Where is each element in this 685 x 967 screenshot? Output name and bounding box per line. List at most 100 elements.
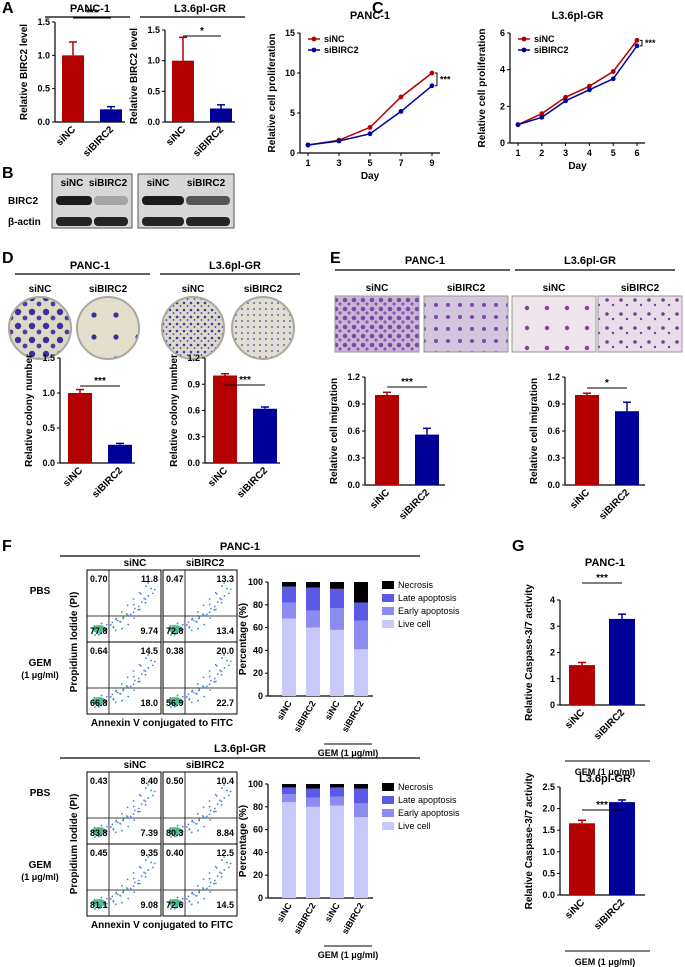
chart-title: L3.6pl-GR [209, 260, 261, 272]
bar [100, 109, 122, 122]
event-dot [229, 660, 232, 663]
data-point [398, 109, 404, 114]
panel-label-f: F [2, 538, 12, 555]
x-tick-label: siNC [563, 897, 587, 921]
event-dot [191, 617, 194, 620]
series-line [517, 45, 638, 126]
data-point [398, 94, 404, 100]
y-tick-label: 0.5 [42, 423, 55, 433]
significance-stars: * [200, 26, 204, 37]
event-dot [132, 800, 135, 802]
data-point [367, 125, 373, 130]
event-dot [196, 682, 199, 685]
event-dot [219, 597, 222, 600]
event-dot [213, 608, 216, 611]
event-dot [183, 822, 186, 825]
event-dot [127, 889, 130, 891]
stacked-segment [306, 610, 320, 628]
stacked-segment [354, 784, 368, 789]
event-dot [190, 903, 193, 906]
column-label: siBIRC2 [186, 760, 225, 771]
x-tick-label: siBIRC2 [340, 699, 366, 734]
x-axis-label: Day [361, 171, 380, 182]
event-dot [183, 692, 186, 695]
event-dot [132, 670, 135, 672]
bar [615, 411, 639, 485]
event-dot [105, 631, 108, 634]
event-dot [198, 616, 201, 619]
y-axis-label: Relative BIRC2 level [129, 28, 140, 124]
event-dot [220, 598, 223, 601]
event-dot [138, 663, 141, 666]
event-dot [126, 878, 129, 881]
event-dot [209, 891, 212, 893]
event-dot [147, 784, 149, 786]
y-axis-label: Relative BIRC2 level [19, 24, 30, 120]
chart-title: L3.6pl-GR [579, 773, 631, 785]
x-tick-label: siNC [323, 699, 342, 722]
bar [609, 618, 635, 705]
event-dot [209, 689, 212, 691]
event-dot [209, 819, 212, 821]
y-axis-label: Percentage (%) [238, 603, 249, 675]
quadrant-necrosis: 0.47 [166, 574, 184, 584]
event-dot [191, 819, 194, 822]
legend-label: Early apoptosis [398, 606, 460, 616]
event-dot [108, 903, 111, 905]
event-dot [145, 787, 147, 789]
y-tick-label: 5 [290, 108, 295, 118]
event-dot [94, 836, 96, 838]
y-axis-label: Relative Caspase-3/7 activity [524, 772, 535, 909]
y-tick-label: 1.0 [37, 50, 50, 60]
event-dot [209, 881, 212, 884]
event-dot [121, 901, 123, 904]
event-dot [145, 585, 147, 587]
event-dot [138, 865, 141, 868]
event-dot [105, 905, 108, 908]
event-dot [137, 677, 140, 680]
event-dot [94, 706, 96, 708]
event-dot [132, 877, 135, 880]
image-label: siBIRC2 [447, 283, 486, 294]
y-tick-label: 1.5 [542, 825, 555, 835]
y-tick-label: 0.6 [347, 426, 360, 436]
y-tick-label: 0.0 [147, 117, 160, 127]
event-dot [151, 794, 154, 797]
event-dot [132, 598, 135, 600]
event-dot [144, 872, 147, 875]
event-dot [216, 875, 219, 878]
event-dot [214, 793, 217, 796]
event-dot [94, 634, 96, 636]
event-dot [99, 704, 102, 707]
event-dot [219, 871, 222, 874]
event-dot [115, 891, 118, 894]
event-dot [132, 675, 135, 678]
legend-swatch [382, 594, 394, 602]
event-dot [138, 591, 141, 594]
bar [569, 823, 595, 895]
event-dot [116, 619, 119, 622]
event-dot [132, 611, 135, 614]
event-dot [181, 897, 184, 900]
y-tick-label: 1.5 [147, 25, 160, 35]
quadrant-early: 13.4 [216, 626, 234, 636]
series-line [517, 39, 638, 126]
event-dot [213, 879, 216, 882]
event-dot [203, 695, 206, 698]
event-dot [220, 673, 223, 676]
event-dot [100, 622, 103, 625]
event-dot [223, 856, 225, 858]
event-dot [227, 592, 230, 595]
event-dot [133, 679, 136, 682]
x-tick-label: siBIRC2 [597, 487, 632, 522]
event-dot [188, 828, 191, 830]
event-dot [119, 620, 121, 623]
event-dot [109, 696, 112, 698]
event-dot [223, 582, 225, 584]
data-point [587, 83, 592, 89]
quadrant-early: 18.0 [140, 698, 158, 708]
x-tick-label: siBIRC2 [340, 901, 366, 936]
event-dot [107, 692, 110, 695]
event-dot [182, 902, 184, 905]
data-point [539, 111, 545, 117]
